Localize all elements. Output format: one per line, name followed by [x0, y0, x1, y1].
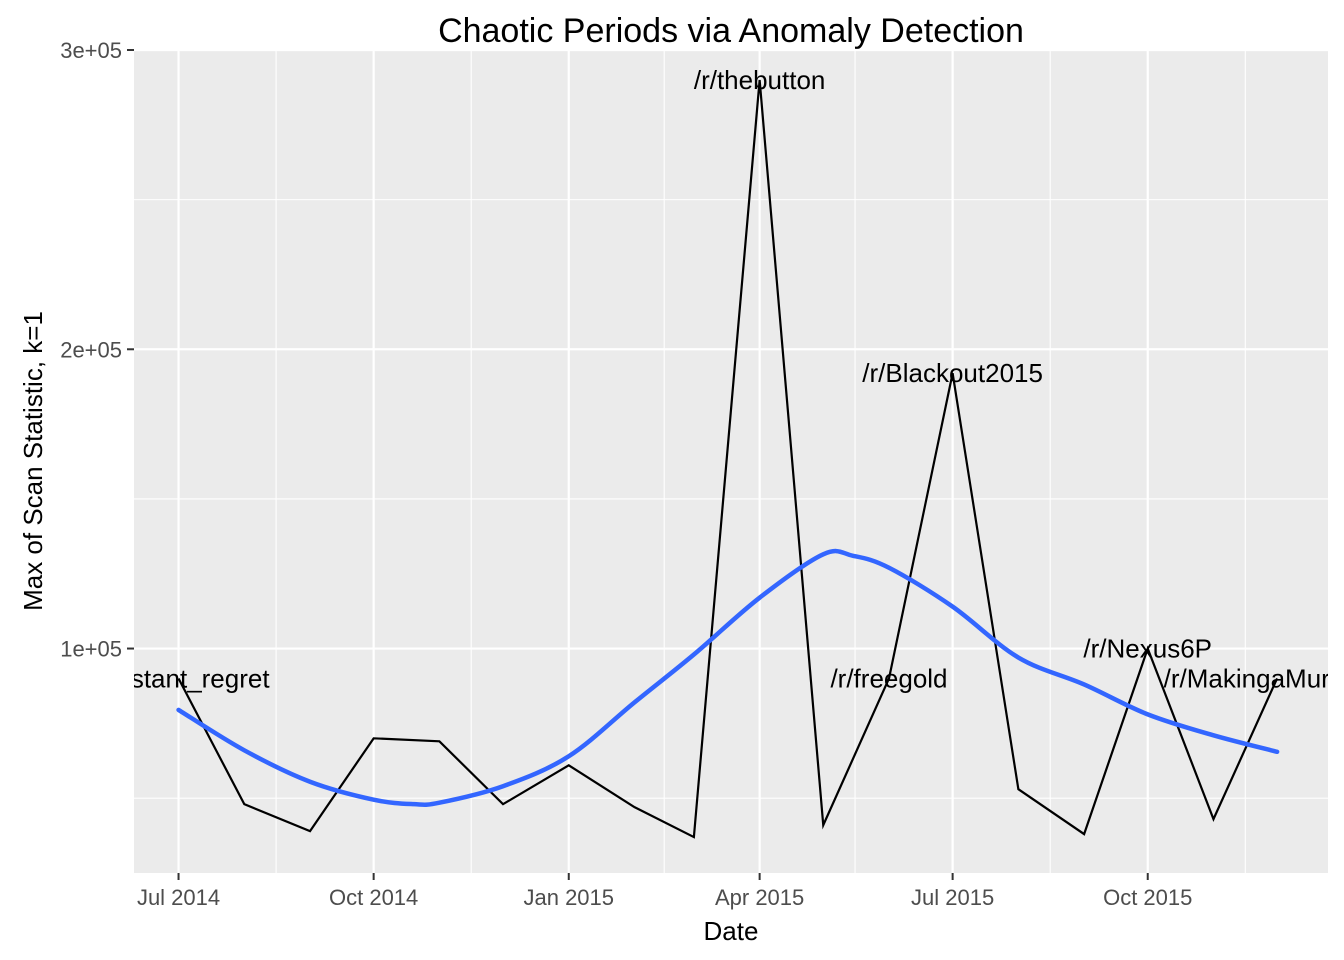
y-tick-label: 2e+05 [60, 337, 122, 362]
annotation-label: /r/instant_regret [87, 663, 270, 693]
x-tick-label: Oct 2015 [1103, 885, 1192, 910]
x-tick-label: Jan 2015 [523, 885, 614, 910]
scan-statistic-line [177, 79, 1279, 839]
x-tick-label: Apr 2015 [715, 885, 804, 910]
annotation-layer: /r/instant_regret/r/thebutton/r/freegold… [87, 65, 1344, 694]
annotation-label: /r/thebutton [694, 65, 826, 95]
x-tick-label: Jul 2014 [137, 885, 220, 910]
smooth-trend-line [176, 548, 1280, 807]
series-layer [176, 79, 1280, 839]
y-tick-label: 3e+05 [60, 38, 122, 63]
grid-major [134, 48, 1328, 873]
plot-panel [134, 50, 1328, 873]
y-axis-title: Max of Scan Statistic, k=1 [18, 311, 48, 611]
x-tick-label: Oct 2014 [329, 885, 418, 910]
y-axis: 1e+05 2e+05 3e+05 [60, 38, 134, 662]
annotation-label: /r/MakingaMurderer [1164, 663, 1344, 693]
x-tick-label: Jul 2015 [911, 885, 994, 910]
chart-title: Chaotic Periods via Anomaly Detection [438, 12, 1024, 50]
annotation-label: /r/freegold [830, 663, 947, 693]
annotation-label: /r/Blackout2015 [862, 358, 1043, 388]
y-tick-label: 1e+05 [60, 637, 122, 662]
annotation-label: /r/Nexus6P [1083, 634, 1212, 664]
x-axis: Jul 2014 Oct 2014 Jan 2015 Apr 2015 Jul 2015… [137, 873, 1192, 910]
x-axis-title: Date [704, 916, 759, 946]
